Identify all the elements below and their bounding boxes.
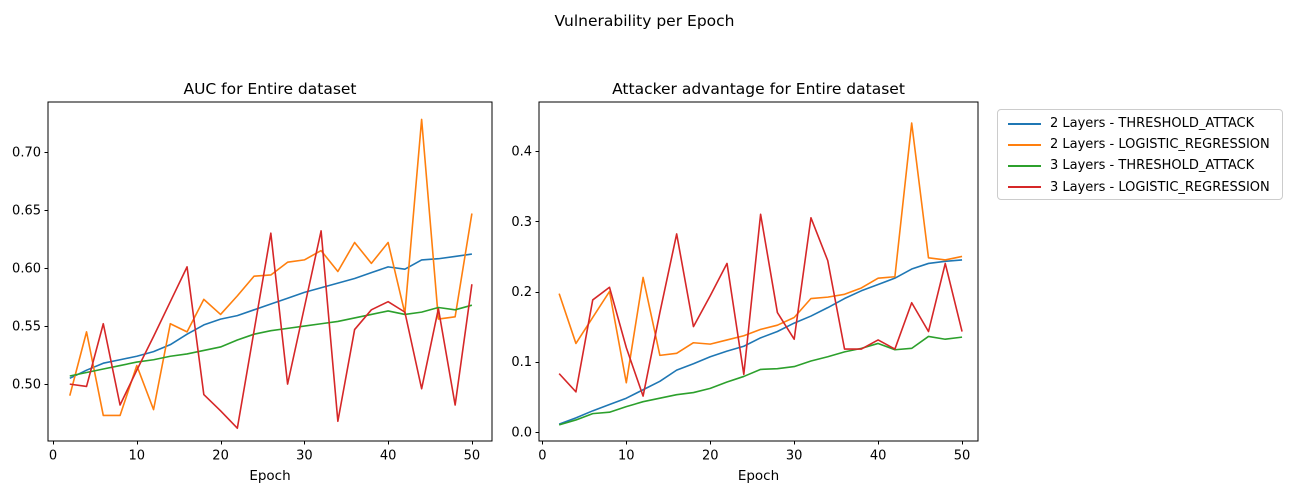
left-y-tick-label: 0.65 bbox=[12, 203, 41, 218]
legend-entry: 2 Layers - THRESHOLD_ATTACK bbox=[998, 113, 1282, 134]
right-axes-title: Attacker advantage for Entire dataset bbox=[612, 80, 905, 98]
right-series-line-2-layers-threshold-attack bbox=[558, 259, 963, 425]
left-y-tick-label: 0.70 bbox=[12, 145, 41, 160]
right-axes-frame bbox=[538, 101, 979, 442]
left-y-tick-label: 0.55 bbox=[12, 320, 41, 335]
left-x-tick-label: 30 bbox=[296, 449, 313, 464]
right-series-line-2-layers-logistic-regression bbox=[558, 122, 963, 384]
left-y-tick-label: 0.60 bbox=[12, 262, 41, 277]
right-x-tick-label: 30 bbox=[786, 449, 803, 464]
right-x-tick-label: 50 bbox=[954, 449, 971, 464]
right-series-line-3-layers-logistic-regression bbox=[558, 213, 963, 397]
left-x-tick-label: 20 bbox=[212, 449, 229, 464]
right-y-tick-label: 0.4 bbox=[511, 145, 532, 160]
left-series-line-3-layers-logistic-regression bbox=[69, 230, 473, 430]
legend-entry: 2 Layers - LOGISTIC_REGRESSION bbox=[998, 134, 1282, 155]
left-x-tick-label: 10 bbox=[129, 449, 146, 464]
legend-line-swatch bbox=[1008, 186, 1041, 189]
legend-entry-label: 2 Layers - LOGISTIC_REGRESSION bbox=[1050, 137, 1270, 153]
right-x-tick-label: 10 bbox=[618, 449, 635, 464]
right-xaxis-label: Epoch bbox=[737, 468, 780, 484]
left-axes-title: AUC for Entire dataset bbox=[183, 80, 357, 98]
right-x-tick-label: 40 bbox=[870, 449, 887, 464]
legend-entry-label: 2 Layers - THRESHOLD_ATTACK bbox=[1050, 116, 1255, 132]
left-series-line-2-layers-logistic-regression bbox=[69, 118, 473, 417]
left-xaxis-label: Epoch bbox=[249, 468, 291, 484]
left-series-line-2-layers-threshold-attack bbox=[69, 253, 472, 380]
right-x-tick-label: 20 bbox=[702, 449, 719, 464]
left-x-tick-label: 40 bbox=[380, 449, 397, 464]
right-y-tick-label: 0.1 bbox=[511, 355, 532, 370]
left-x-tick-label: 0 bbox=[49, 449, 57, 464]
left-axes-frame bbox=[47, 101, 493, 442]
legend-entry: 3 Layers - THRESHOLD_ATTACK bbox=[998, 155, 1282, 176]
figure-suptitle: Vulnerability per Epoch bbox=[554, 12, 735, 30]
legend-entry-label: 3 Layers - LOGISTIC_REGRESSION bbox=[1050, 179, 1270, 195]
right-y-tick-label: 0.3 bbox=[511, 215, 532, 230]
right-y-tick-label: 0.0 bbox=[511, 425, 532, 440]
right-y-tick-label: 0.2 bbox=[511, 285, 532, 300]
legend-entry-label: 3 Layers - THRESHOLD_ATTACK bbox=[1050, 158, 1255, 174]
left-y-tick-label: 0.50 bbox=[12, 378, 41, 393]
right-x-tick-label: 0 bbox=[538, 449, 546, 464]
legend-line-swatch bbox=[1008, 164, 1041, 167]
legend-line-swatch bbox=[1008, 143, 1041, 146]
legend: 2 Layers - THRESHOLD_ATTACK 2 Layers - LO… bbox=[997, 109, 1283, 200]
legend-entry: 3 Layers - LOGISTIC_REGRESSION bbox=[998, 177, 1282, 198]
left-x-tick-label: 50 bbox=[464, 449, 481, 464]
legend-line-swatch bbox=[1008, 122, 1041, 125]
